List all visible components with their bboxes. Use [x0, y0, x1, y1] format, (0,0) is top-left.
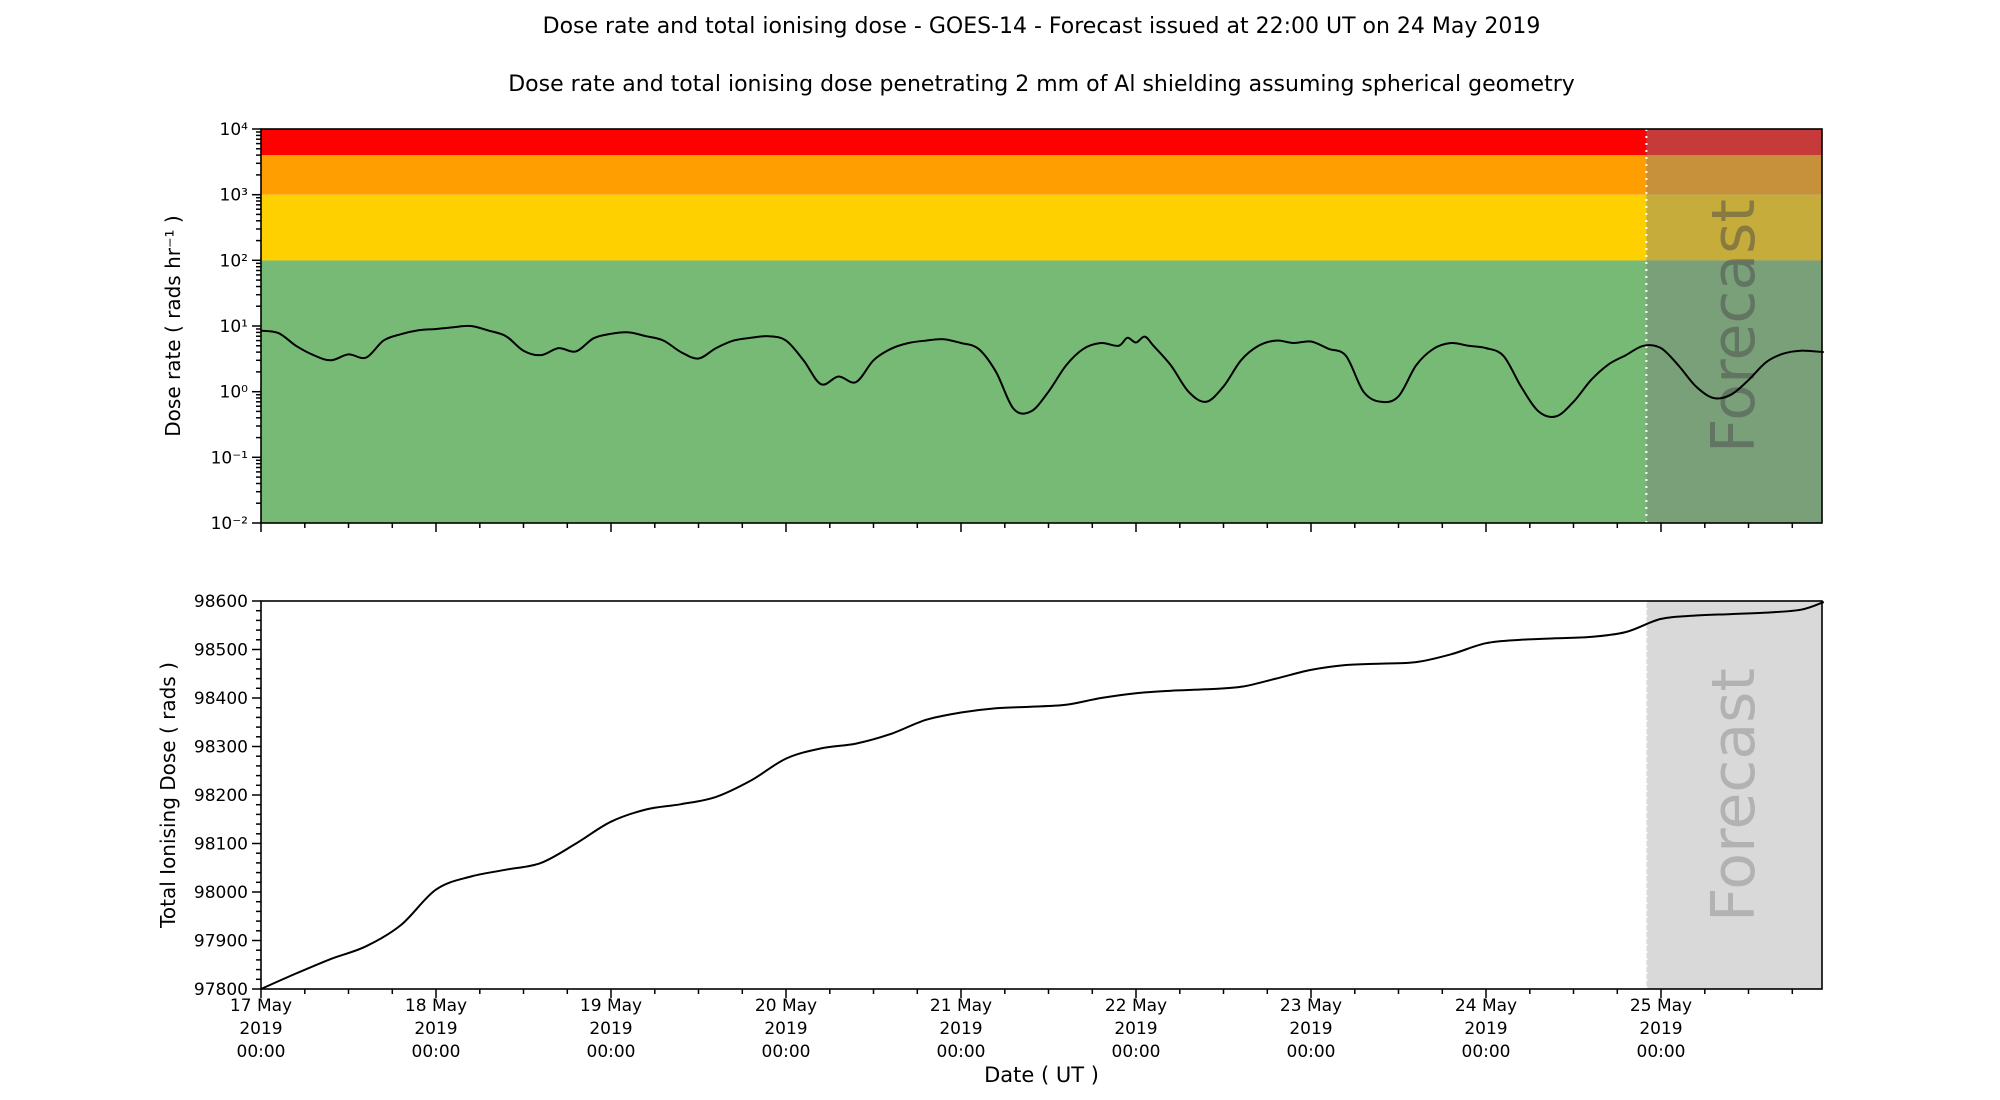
x-tick-label: 00:00: [412, 1042, 461, 1062]
x-tick-label: 2019: [939, 1019, 982, 1039]
x-tick-label: 2019: [764, 1019, 807, 1039]
forecast-watermark-top: Forecast: [1699, 199, 1769, 453]
y-tick-label-total-dose: 97800: [194, 980, 248, 1000]
x-tick-label: 2019: [239, 1019, 282, 1039]
forecast-region-bottom: [1646, 601, 1822, 989]
y-tick-label-dose-rate: 10³: [220, 186, 248, 206]
y-tick-label-total-dose: 98400: [194, 689, 248, 709]
y-axis-label-total-dose: Total Ionising Dose ( rads ): [156, 662, 180, 929]
x-tick-label: 00:00: [1637, 1042, 1686, 1062]
risk-band-red: [261, 129, 1822, 156]
y-axis-label-dose-rate: Dose rate ( rads hr⁻¹ ): [161, 215, 185, 436]
x-tick-label: 00:00: [937, 1042, 986, 1062]
y-tick-label-dose-rate: 10⁴: [220, 120, 249, 140]
y-tick-label-dose-rate: 10⁰: [220, 383, 249, 403]
axis-tick-labels: 10⁻² 10⁻¹ 10⁰ 10¹ 10² 10³ 10⁴ 97800 97900 98000 98…: [194, 120, 1692, 1062]
x-tick-label: 2019: [1464, 1019, 1507, 1039]
x-tick-label: 2019: [1289, 1019, 1332, 1039]
x-tick-label: 18 May: [405, 996, 467, 1016]
x-tick-label: 24 May: [1455, 996, 1517, 1016]
x-tick-label: 00:00: [237, 1042, 286, 1062]
figure-subtitle: Dose rate and total ionising dose penetr…: [508, 72, 1575, 97]
forecast-region-top: [1646, 129, 1822, 523]
forecast-watermark-bottom: Forecast: [1699, 668, 1769, 922]
y-tick-label-dose-rate: 10¹: [220, 317, 248, 337]
x-tick-label: 25 May: [1630, 996, 1692, 1016]
x-tick-label: 22 May: [1105, 996, 1167, 1016]
x-tick-label: 2019: [1114, 1019, 1157, 1039]
risk-band-green: [261, 260, 1822, 523]
dose-rate-risk-bands: [261, 129, 1822, 523]
x-tick-label: 19 May: [580, 996, 642, 1016]
y-tick-label-total-dose: 98200: [194, 786, 248, 806]
x-tick-label: 2019: [589, 1019, 632, 1039]
x-tick-label: 00:00: [1112, 1042, 1161, 1062]
risk-band-yellow: [261, 194, 1822, 261]
x-tick-label: 00:00: [587, 1042, 636, 1062]
x-tick-label: 21 May: [930, 996, 992, 1016]
y-tick-label-total-dose: 98100: [194, 835, 248, 855]
total-dose-line: [260, 601, 1825, 990]
x-tick-label: 23 May: [1280, 996, 1342, 1016]
y-tick-label-dose-rate: 10⁻²: [211, 514, 248, 534]
x-tick-label: 00:00: [1462, 1042, 1511, 1062]
risk-band-orange: [261, 155, 1822, 195]
x-tick-label: 2019: [414, 1019, 457, 1039]
y-tick-label-total-dose: 98500: [194, 641, 248, 661]
x-tick-label: 20 May: [755, 996, 817, 1016]
dose-rate-line: [260, 324, 1824, 418]
y-tick-label-total-dose: 98000: [194, 883, 248, 903]
figure-title: Dose rate and total ionising dose - GOES…: [542, 14, 1541, 39]
total-dose-plot-border: [260, 600, 1823, 990]
x-tick-label: 2019: [1639, 1019, 1682, 1039]
x-axis-label: Date ( UT ): [984, 1063, 1099, 1087]
x-tick-label: 00:00: [1287, 1042, 1336, 1062]
y-tick-label-total-dose: 98300: [194, 738, 248, 758]
y-tick-label-total-dose: 97900: [194, 932, 248, 952]
y-tick-label-dose-rate: 10⁻¹: [211, 448, 248, 468]
y-tick-label-total-dose: 98600: [194, 592, 248, 612]
x-tick-label: 00:00: [762, 1042, 811, 1062]
axis-ticks: [252, 128, 1794, 998]
x-tick-label: 17 May: [230, 996, 292, 1016]
y-tick-label-dose-rate: 10²: [220, 251, 248, 271]
